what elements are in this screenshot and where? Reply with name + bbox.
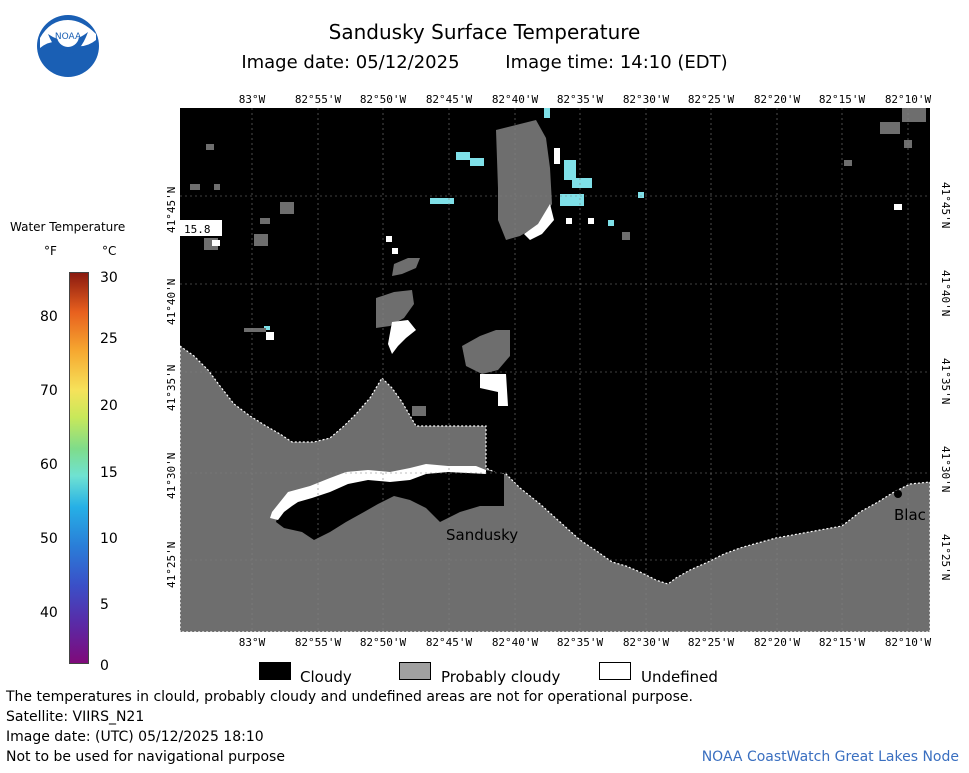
lat-label: 41°35'N xyxy=(165,364,178,411)
lon-label: 82°55'W xyxy=(294,636,342,649)
probably-cloudy-patch xyxy=(376,290,414,328)
lat-label: 41°30'N xyxy=(939,446,952,493)
c-tick: 20 xyxy=(100,398,118,414)
page-title: Sandusky Surface Temperature xyxy=(328,20,641,44)
probably-cloudy-patch xyxy=(392,258,420,276)
temperature-map: 15.8 Sandusky Blac xyxy=(179,108,931,633)
map-canvas: 15.8 Sandusky Blac xyxy=(179,108,931,633)
image-time: Image time: 14:10 (EDT) xyxy=(505,52,728,73)
c-tick: 30 xyxy=(100,270,118,286)
c-tick: 0 xyxy=(100,658,109,674)
lon-label: 83°W xyxy=(238,93,266,106)
legend-swatch-probably-cloudy xyxy=(399,662,431,680)
lon-label: 82°50'W xyxy=(359,93,407,106)
lon-label: 82°40'W xyxy=(491,93,539,106)
c-tick: 10 xyxy=(100,531,118,547)
lon-label: 82°50'W xyxy=(359,636,407,649)
undefined-area xyxy=(270,464,486,520)
probably-cloudy-patch xyxy=(462,330,510,374)
legend-label-probably-cloudy: Probably cloudy xyxy=(441,668,561,686)
lon-label: 83°W xyxy=(238,636,266,649)
unit-celsius: °C xyxy=(102,244,117,258)
lon-label: 82°25'W xyxy=(687,93,735,106)
city-label: Blac xyxy=(894,506,926,524)
c-tick: 25 xyxy=(100,331,118,347)
f-tick: 50 xyxy=(40,531,58,547)
legend-swatch-undefined xyxy=(599,662,631,680)
footer-image-date: Image date: (UTC) 05/12/2025 18:10 xyxy=(6,729,264,745)
undefined-area xyxy=(480,374,508,406)
unit-fahrenheit: °F xyxy=(44,244,57,258)
legend-swatch-cloudy xyxy=(259,662,291,680)
lat-label: 41°45'N xyxy=(165,186,178,233)
lat-label: 41°25'N xyxy=(165,541,178,588)
temperature-sample-box xyxy=(180,220,222,236)
noaa-logo: NOAA xyxy=(36,14,100,78)
footer-satellite: Satellite: VIIRS_N21 xyxy=(6,709,145,725)
footer-navigation-note: Not to be used for navigational purpose xyxy=(6,749,285,765)
lat-label: 41°40'N xyxy=(165,278,178,325)
probably-cloudy-patch xyxy=(496,120,552,240)
f-tick: 80 xyxy=(40,309,58,325)
footer-disclaimer: The temperatures in clould, probably clo… xyxy=(6,689,693,705)
graticule xyxy=(180,108,930,632)
lon-label: 82°15'W xyxy=(818,93,866,106)
lon-label: 82°55'W xyxy=(294,93,342,106)
credit-link[interactable]: NOAA CoastWatch Great Lakes Node xyxy=(701,749,959,765)
colorbar-title: Water Temperature xyxy=(10,220,126,234)
lat-label: 41°40'N xyxy=(939,270,952,317)
f-tick: 60 xyxy=(40,457,58,473)
legend-label-cloudy: Cloudy xyxy=(300,668,352,686)
image-datetime: Image date: 05/12/2025 Image time: 14:10… xyxy=(0,52,969,73)
c-tick: 5 xyxy=(100,597,109,613)
lon-label: 82°45'W xyxy=(425,93,473,106)
f-tick: 40 xyxy=(40,605,58,621)
lat-label: 41°25'N xyxy=(939,534,952,581)
lon-label: 82°30'W xyxy=(622,636,670,649)
city-label-sandusky: Sandusky xyxy=(446,526,518,544)
legend-label-undefined: Undefined xyxy=(641,668,718,686)
lon-label: 82°35'W xyxy=(556,93,604,106)
water-temperature-pixels xyxy=(264,108,644,330)
undefined-pixels xyxy=(212,148,902,340)
lon-label: 82°10'W xyxy=(884,636,932,649)
city-marker xyxy=(894,490,902,498)
lon-label: 82°40'W xyxy=(491,636,539,649)
image-date: Image date: 05/12/2025 xyxy=(241,52,460,73)
lon-label: 82°25'W xyxy=(687,636,735,649)
lat-label: 41°45'N xyxy=(939,182,952,229)
undefined-area xyxy=(524,204,554,240)
c-tick: 15 xyxy=(100,465,118,481)
lon-label: 82°10'W xyxy=(884,93,932,106)
land-mass xyxy=(179,344,931,633)
probably-cloudy-pixels xyxy=(190,108,926,416)
temperature-sample-label: 15.8 xyxy=(184,223,211,236)
lon-label: 82°30'W xyxy=(622,93,670,106)
svg-text:NOAA: NOAA xyxy=(55,32,82,42)
lon-label: 82°45'W xyxy=(425,636,473,649)
lon-label: 82°20'W xyxy=(753,93,801,106)
lon-label: 82°35'W xyxy=(556,636,604,649)
lon-label: 82°20'W xyxy=(753,636,801,649)
lat-label: 41°35'N xyxy=(939,358,952,405)
undefined-area xyxy=(388,320,416,354)
f-tick: 70 xyxy=(40,383,58,399)
lat-label: 41°30'N xyxy=(165,452,178,499)
lon-label: 82°15'W xyxy=(818,636,866,649)
temperature-colorbar xyxy=(69,272,89,664)
